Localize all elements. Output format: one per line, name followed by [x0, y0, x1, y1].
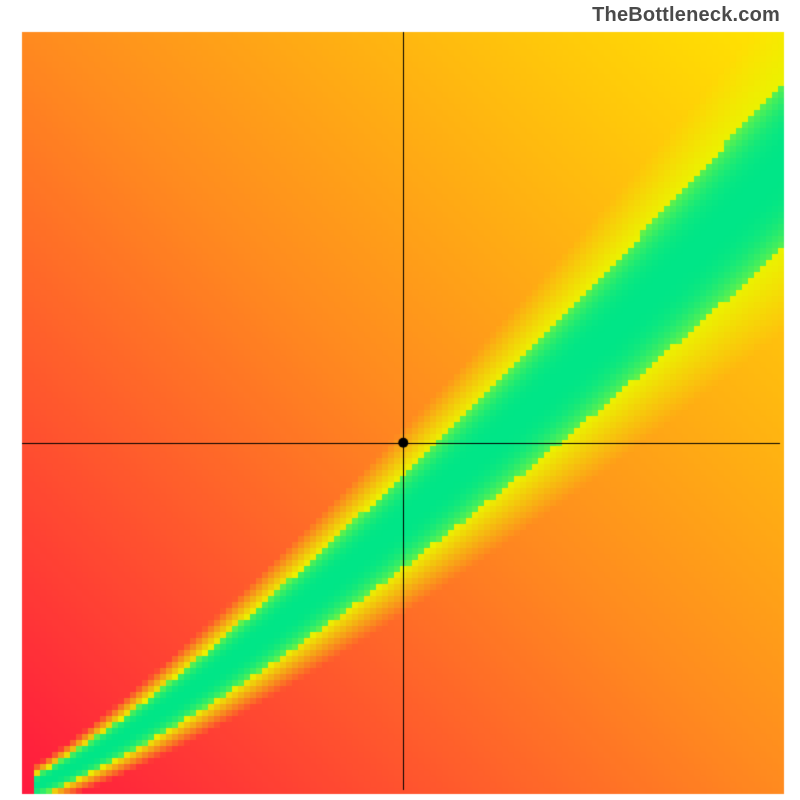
chart-container: TheBottleneck.com — [0, 0, 800, 800]
watermark-text: TheBottleneck.com — [592, 4, 780, 27]
heatmap-canvas — [0, 0, 800, 800]
